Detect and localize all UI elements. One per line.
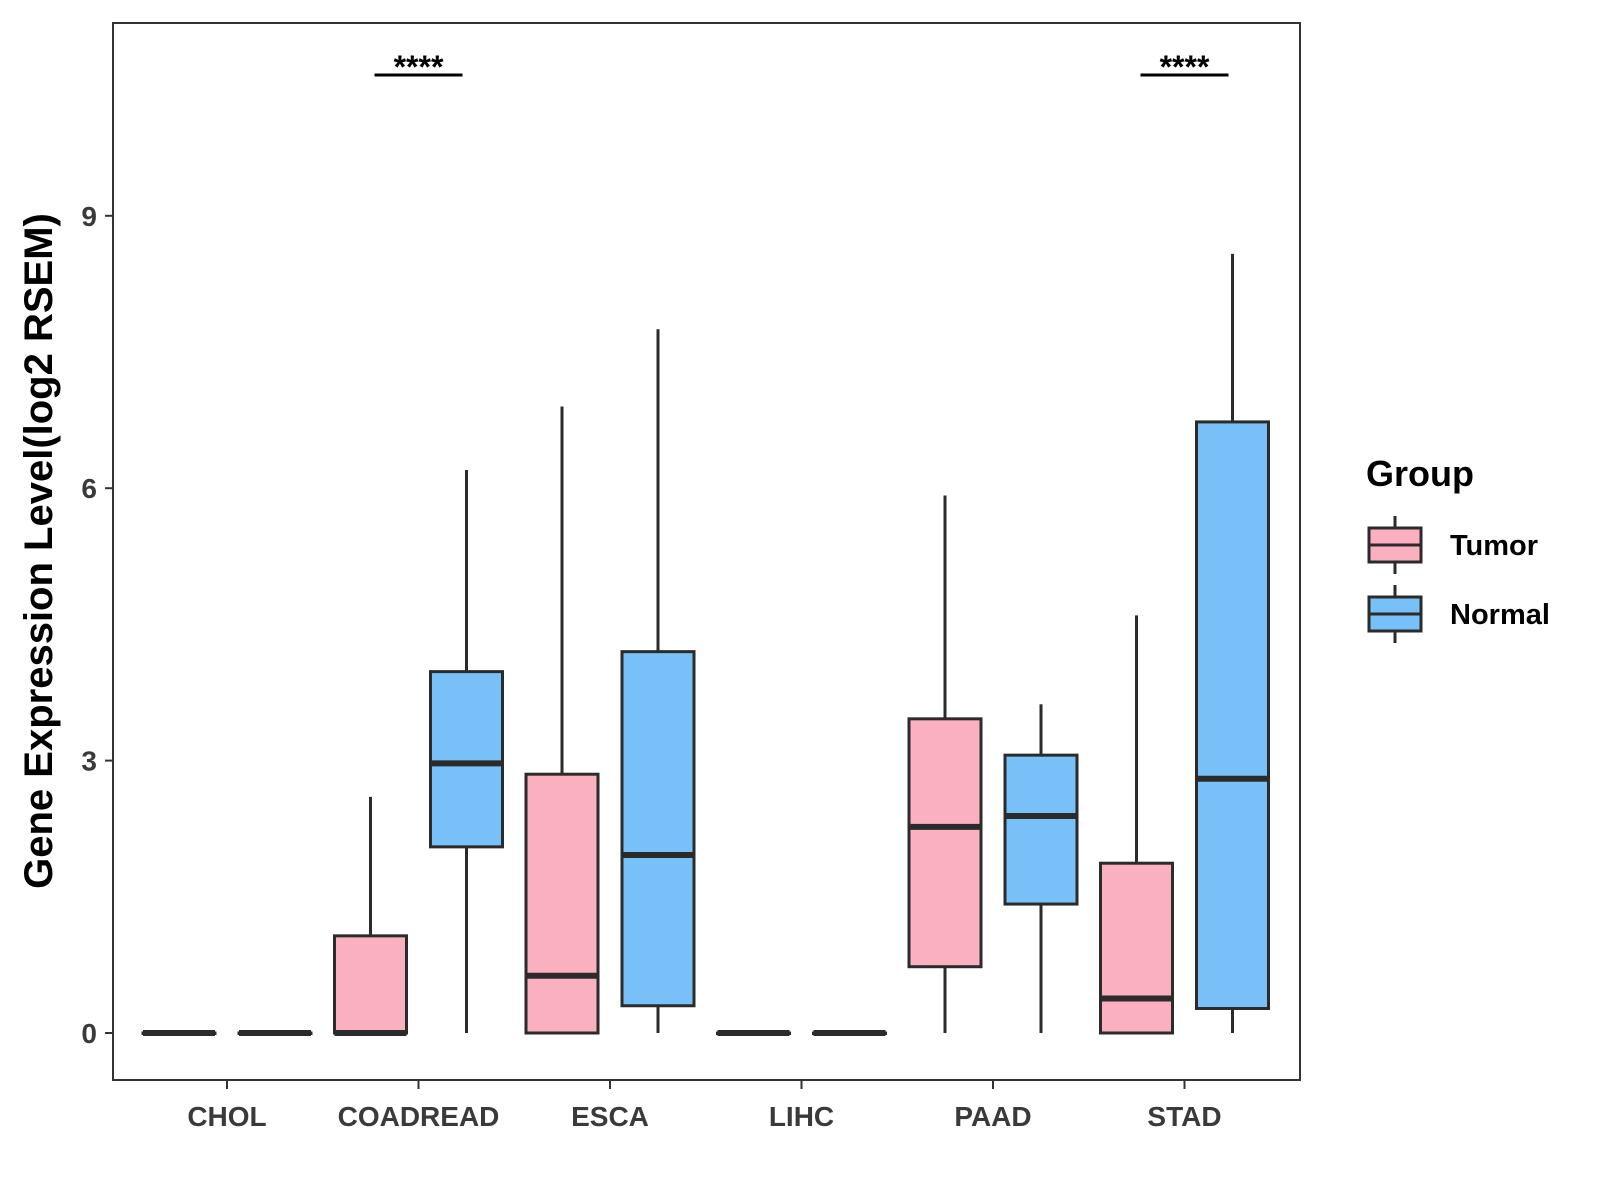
box-coadread-tumor [333, 796, 408, 1036]
box-lihc-normal [812, 1030, 887, 1036]
significance-label: **** [394, 49, 444, 85]
box-stad-tumor [1099, 615, 1174, 1035]
legend-label-tumor: Tumor [1450, 530, 1538, 562]
plot-area: **** **** [141, 49, 1270, 1036]
y-tick-label: 3 [81, 746, 97, 777]
box-body [620, 650, 696, 1008]
significance-stad: **** [1140, 49, 1229, 85]
box-paad-tumor [907, 495, 983, 1033]
legend-title: Group [1366, 453, 1474, 494]
box-paad-normal [1003, 704, 1079, 1033]
y-tick-label: 0 [81, 1018, 97, 1049]
box-body [429, 670, 504, 849]
box-lihc-tumor [716, 1030, 791, 1036]
y-tick-label: 9 [81, 201, 97, 232]
legend-item-tumor: Tumor [1367, 516, 1538, 574]
box-body [333, 934, 408, 1035]
box-chol-tumor [141, 1030, 217, 1036]
legend: Group Tumor Normal [1366, 453, 1550, 643]
x-tick-label: STAD [1147, 1101, 1221, 1132]
box-stad-normal [1195, 253, 1270, 1033]
legend-item-normal: Normal [1367, 585, 1550, 643]
box-coadread-normal [429, 470, 504, 1033]
box-body [524, 772, 600, 1035]
x-tick-label: ESCA [571, 1101, 649, 1132]
box-esca-normal [620, 329, 696, 1033]
panel-border [112, 22, 1301, 1081]
significance-label: **** [1160, 49, 1210, 85]
box-chol-normal [237, 1030, 313, 1036]
axes: 0 3 6 9 CHOL COADREAD ESCA LIHC PAAD STAD [81, 201, 1221, 1132]
y-axis-title: Gene Expression Level(log2 RSEM) [17, 213, 61, 889]
box-body [1099, 861, 1174, 1035]
x-tick-label: COADREAD [338, 1101, 500, 1132]
box-body [1003, 753, 1079, 906]
significance-coadread: **** [374, 49, 463, 85]
box-esca-tumor [524, 406, 600, 1035]
legend-label-normal: Normal [1450, 599, 1550, 631]
x-tick-label: PAAD [954, 1101, 1031, 1132]
x-tick-label: LIHC [769, 1101, 834, 1132]
box-body [1195, 420, 1270, 1010]
box-body [907, 717, 983, 969]
x-tick-label: CHOL [187, 1101, 266, 1132]
y-tick-label: 6 [81, 473, 97, 504]
